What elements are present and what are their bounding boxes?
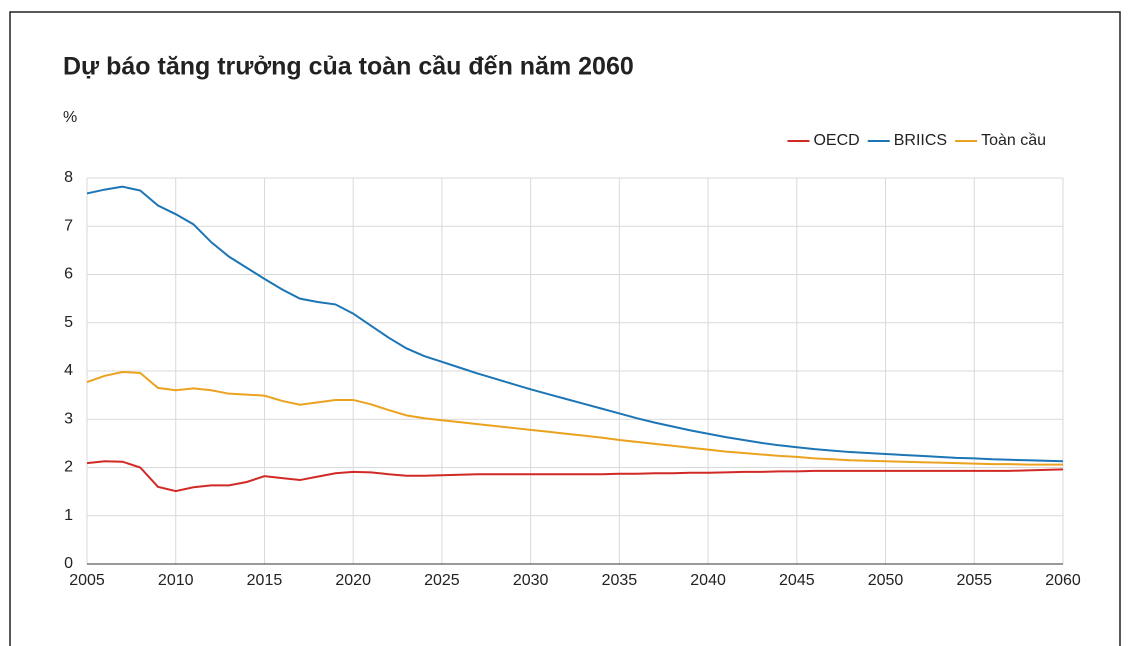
series-line bbox=[86, 185, 1064, 463]
x-tick-label: 2050 bbox=[868, 572, 904, 589]
y-tick-label: 3 bbox=[64, 410, 73, 427]
x-tick-label: 2040 bbox=[690, 572, 726, 589]
legend-label: Toàn cầu bbox=[981, 132, 1046, 149]
series-line bbox=[86, 460, 1064, 493]
frame bbox=[9, 11, 1121, 646]
x-tick-label: 2020 bbox=[335, 572, 371, 589]
x-tick-label: 2005 bbox=[69, 572, 105, 589]
x-tick-label: 2025 bbox=[424, 572, 460, 589]
y-tick-label: 4 bbox=[64, 362, 73, 379]
legend-label: BRIICS bbox=[894, 132, 947, 149]
x-tick-label: 2060 bbox=[1045, 572, 1081, 589]
y-axis-label: % bbox=[63, 109, 77, 126]
x-tick-label: 2015 bbox=[247, 572, 283, 589]
y-tick-label: 8 bbox=[64, 169, 73, 186]
y-tick-label: 2 bbox=[64, 459, 73, 476]
y-tick-label: 0 bbox=[64, 555, 73, 572]
y-tick-label: 5 bbox=[64, 314, 73, 331]
x-tick-label: 2045 bbox=[779, 572, 815, 589]
chart-title: Dự báo tăng trưởng của toàn cầu đến năm … bbox=[63, 53, 634, 81]
x-tick-label: 2010 bbox=[158, 572, 194, 589]
x-tick-label: 2030 bbox=[513, 572, 549, 589]
y-tick-label: 1 bbox=[64, 507, 73, 524]
x-tick-label: 2055 bbox=[956, 572, 992, 589]
y-tick-label: 7 bbox=[64, 217, 73, 234]
x-tick-label: 2035 bbox=[602, 572, 638, 589]
legend-label: OECD bbox=[813, 132, 859, 149]
y-tick-label: 6 bbox=[64, 266, 73, 283]
series-line bbox=[86, 370, 1063, 466]
